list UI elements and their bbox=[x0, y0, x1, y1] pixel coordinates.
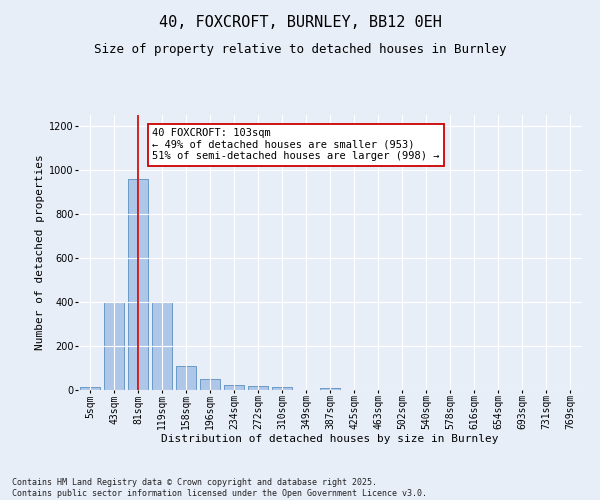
Text: 40, FOXCROFT, BURNLEY, BB12 0EH: 40, FOXCROFT, BURNLEY, BB12 0EH bbox=[158, 15, 442, 30]
Text: 40 FOXCROFT: 103sqm
← 49% of detached houses are smaller (953)
51% of semi-detac: 40 FOXCROFT: 103sqm ← 49% of detached ho… bbox=[152, 128, 440, 162]
Bar bbox=[272, 388, 292, 390]
Bar bbox=[320, 388, 340, 390]
Bar bbox=[176, 366, 196, 390]
Bar bbox=[200, 379, 220, 390]
Bar bbox=[128, 179, 148, 390]
Bar bbox=[248, 386, 268, 390]
Y-axis label: Number of detached properties: Number of detached properties bbox=[35, 154, 45, 350]
Text: Contains HM Land Registry data © Crown copyright and database right 2025.
Contai: Contains HM Land Registry data © Crown c… bbox=[12, 478, 427, 498]
Bar bbox=[224, 384, 244, 390]
Bar bbox=[152, 302, 172, 390]
Bar bbox=[80, 386, 100, 390]
X-axis label: Distribution of detached houses by size in Burnley: Distribution of detached houses by size … bbox=[161, 434, 499, 444]
Text: Size of property relative to detached houses in Burnley: Size of property relative to detached ho… bbox=[94, 42, 506, 56]
Bar bbox=[104, 302, 124, 390]
